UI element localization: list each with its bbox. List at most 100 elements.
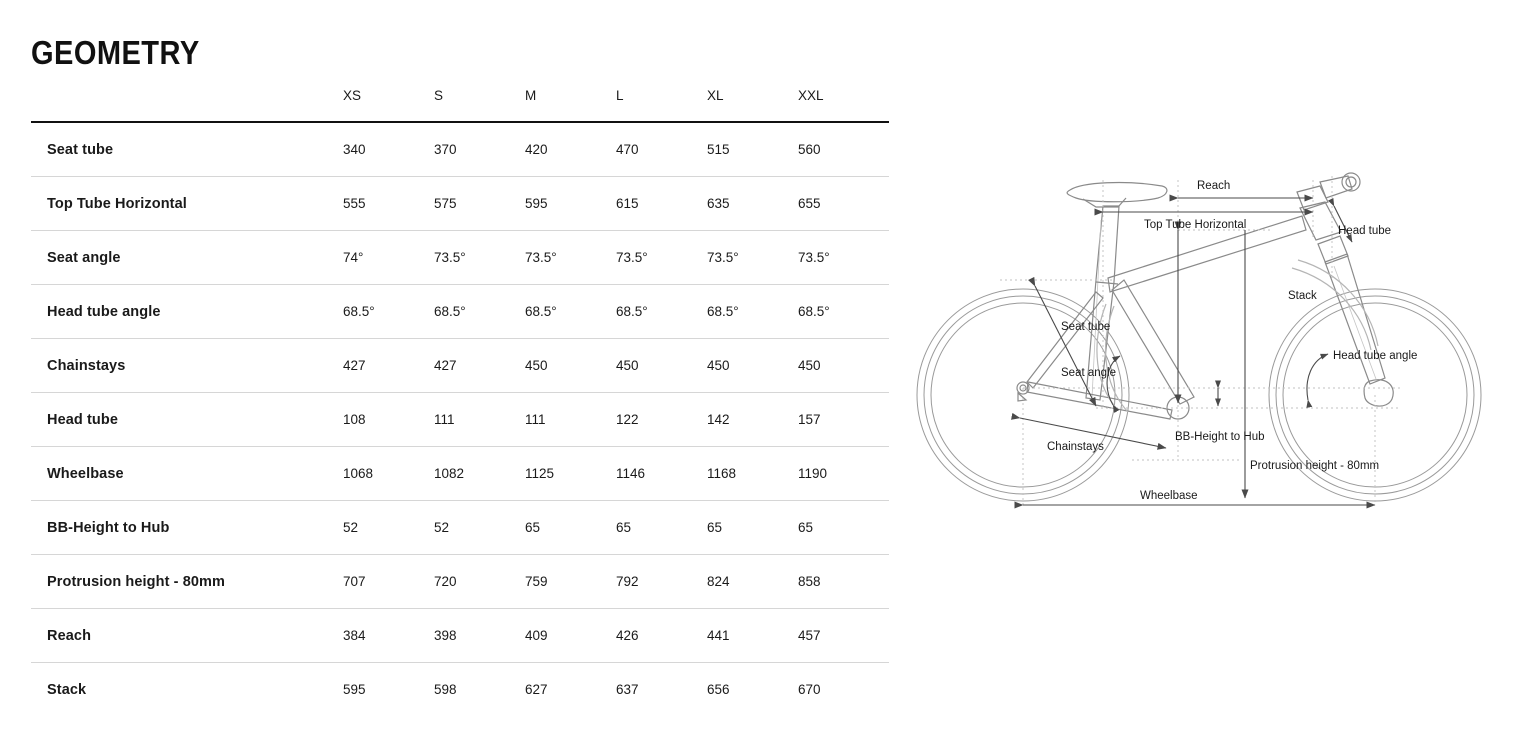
row-value: 111 [434,392,525,447]
row-value: 858 [798,554,889,609]
row-value: 409 [525,608,616,663]
row-value: 656 [707,662,798,716]
label-seat-angle: Seat angle [1061,367,1116,379]
row-value: 457 [798,608,889,663]
row-label: Stack [31,662,343,716]
row-value: 635 [707,176,798,231]
geometry-table-container: XS S M L XL XXL Seat tube 340 370 420 470 515… [31,88,889,716]
row-value: 52 [343,500,434,555]
wheels-group [916,288,1482,502]
label-protrusion-height: Protrusion height - 80mm [1250,460,1379,472]
row-value: 68.5° [616,284,707,339]
fork-leg [1324,253,1386,385]
table-row: Protrusion height - 80mm 707 720 759 792 824 8… [31,554,889,609]
row-value: 1146 [616,446,707,501]
row-label: Wheelbase [31,446,343,501]
row-value: 595 [343,662,434,716]
row-value: 1168 [707,446,798,501]
row-value: 65 [707,500,798,555]
row-value: 74° [343,230,434,285]
row-value: 470 [616,121,707,177]
handlebar-clamp [1341,172,1361,192]
row-value: 759 [525,554,616,609]
column-header-xxl: XXL [798,88,824,103]
front-fender-2 [1291,267,1372,351]
row-value: 450 [707,338,798,393]
row-value: 398 [434,608,525,663]
row-value: 1082 [434,446,525,501]
row-value: 122 [616,392,707,447]
row-value: 111 [525,392,616,447]
table-row: BB-Height to Hub 52 52 65 65 65 65 [31,500,889,555]
down-tube [1111,279,1195,405]
table-row: Wheelbase 1068 1082 1125 1146 1168 1190 [31,446,889,501]
front-dropout [1363,379,1394,407]
row-label: Top Tube Horizontal [31,176,343,231]
table-header-row: XS S M L XL XXL [31,88,889,122]
row-label: Reach [31,608,343,663]
row-value: 1068 [343,446,434,501]
rear-dropout-tab [1017,391,1028,402]
column-header-s: S [434,88,444,103]
row-value: 637 [616,662,707,716]
table-header: XS S M L XL XXL [31,88,889,122]
row-value: 824 [707,554,798,609]
row-value: 340 [343,121,434,177]
row-value: 441 [707,608,798,663]
row-value: 555 [343,176,434,231]
row-value: 73.5° [434,230,525,285]
row-label: Chainstays [31,338,343,393]
table-row: Reach 384 398 409 426 441 457 [31,608,889,663]
label-seat-tube: Seat tube [1061,321,1110,333]
seat-tube-dimension-arrow [1028,276,1097,407]
label-stack: Stack [1288,290,1317,302]
row-value: 108 [343,392,434,447]
chainstay-dimension-arrow [1010,412,1167,450]
row-value: 670 [798,662,889,716]
row-value: 68.5° [434,284,525,339]
fork-crown [1317,235,1349,265]
row-value: 384 [343,608,434,663]
label-head-tube: Head tube [1338,225,1391,237]
row-value: 68.5° [798,284,889,339]
page-title: GEOMETRY [31,34,200,71]
row-value: 73.5° [616,230,707,285]
row-value: 450 [525,338,616,393]
row-value: 655 [798,176,889,231]
rear-fender-2 [1104,305,1129,413]
saddle [1066,181,1168,203]
row-value: 73.5° [525,230,616,285]
row-value: 427 [343,338,434,393]
label-chainstays: Chainstays [1047,441,1104,453]
row-value: 450 [798,338,889,393]
row-value: 720 [434,554,525,609]
front-fender [1297,259,1379,347]
row-value: 142 [707,392,798,447]
dimension-arrows [1010,194,1376,509]
table-row: Chainstays 427 427 450 450 450 450 [31,338,889,393]
row-value: 598 [434,662,525,716]
row-value: 1125 [525,446,616,501]
row-label: Seat tube [31,121,343,177]
row-value: 1190 [798,446,889,501]
row-value: 65 [525,500,616,555]
row-value: 68.5° [343,284,434,339]
table-row: Head tube angle 68.5° 68.5° 68.5° 68.5° 68.5°… [31,284,889,339]
front-tire-inner [1275,295,1475,495]
row-value: 52 [434,500,525,555]
row-value: 420 [525,121,616,177]
row-value: 370 [434,121,525,177]
table-row: Seat angle 74° 73.5° 73.5° 73.5° 73.5° 73.5° [31,230,889,285]
label-head-tube-angle: Head tube angle [1333,350,1417,362]
row-value: 426 [616,608,707,663]
row-value: 427 [434,338,525,393]
head-tube-dimension-arrow [1327,197,1353,243]
row-value: 575 [434,176,525,231]
geometry-table: XS S M L XL XXL Seat tube 340 370 420 470 515… [31,88,889,716]
bicycle-geometry-diagram: Reach Top Tube Horizontal Head tube Stac… [900,160,1539,530]
table-row: Head tube 108 111 111 122 142 157 [31,392,889,447]
row-value: 68.5° [525,284,616,339]
row-value: 157 [798,392,889,447]
row-value: 615 [616,176,707,231]
seat-angle-arc-arrow [1106,355,1121,413]
